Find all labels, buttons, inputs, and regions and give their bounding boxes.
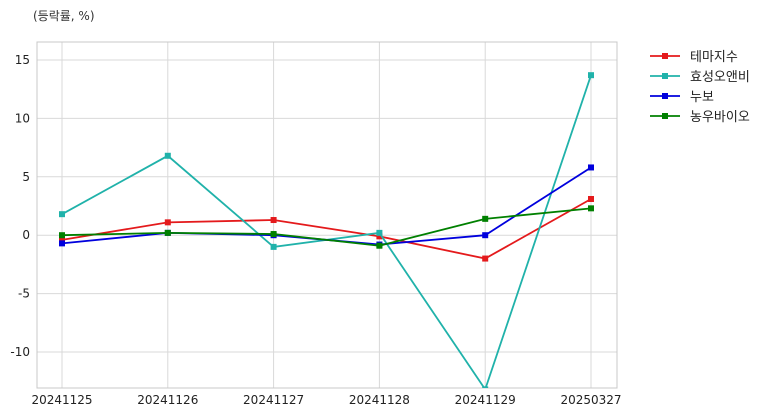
- legend-entry: 효성오앤비: [650, 70, 750, 85]
- legend-label: 효성오앤비: [690, 70, 750, 85]
- legend-entry: 농우바이오: [650, 110, 750, 125]
- data-point: [588, 72, 594, 79]
- data-point: [482, 255, 489, 262]
- legend-marker: [662, 73, 668, 79]
- y-tick-label: -5: [18, 287, 30, 301]
- series-line: [61, 198, 592, 260]
- series-2: [59, 72, 594, 388]
- data-point: [59, 236, 65, 243]
- data-point: [164, 152, 171, 159]
- data-point: [270, 243, 277, 250]
- x-tick-label: 20241129: [455, 393, 516, 407]
- data-point: [482, 386, 489, 388]
- legend-label: 테마지수: [690, 50, 738, 65]
- plot-frame: [36, 41, 618, 389]
- data-point: [59, 211, 65, 218]
- series-layer: [59, 72, 594, 388]
- series-line: [61, 207, 592, 247]
- legend-label: 누보: [690, 90, 714, 105]
- data-point: [482, 215, 489, 222]
- data-point: [164, 229, 171, 236]
- y-tick-label: 5: [22, 170, 30, 184]
- x-tick-label: 20241127: [243, 393, 304, 407]
- legend-marker: [662, 53, 668, 59]
- legend-marker: [662, 93, 668, 99]
- data-point: [59, 240, 65, 247]
- data-point: [164, 219, 171, 226]
- x-tick-label: 20241126: [137, 393, 198, 407]
- data-point: [482, 232, 489, 239]
- series-4: [59, 205, 594, 249]
- y-tick-label: 10: [15, 111, 30, 125]
- x-tick-label: 20241125: [31, 393, 92, 407]
- y-tick-label: 0: [22, 228, 30, 242]
- data-point: [270, 217, 277, 224]
- legend-marker: [662, 113, 668, 119]
- x-tick-label: 20241128: [349, 393, 410, 407]
- series-line: [61, 74, 592, 388]
- data-point: [376, 242, 383, 249]
- unit-label: (등락률, %): [33, 9, 95, 23]
- data-point: [376, 229, 383, 236]
- data-point: [588, 205, 594, 212]
- data-point: [270, 231, 277, 238]
- series-1: [59, 195, 594, 262]
- data-point: [588, 164, 594, 171]
- y-tick-label: 15: [15, 53, 30, 67]
- grid: [37, 42, 617, 388]
- legend-entry: 누보: [650, 90, 714, 105]
- x-tick-label: 20250327: [560, 393, 621, 407]
- data-point: [588, 195, 594, 202]
- y-tick-label: -10: [10, 345, 30, 359]
- axes: 15 10 5 0 -5 -10 20241125 20241126 20241127 20241…: [10, 41, 622, 407]
- data-point: [376, 233, 383, 240]
- data-point: [59, 232, 65, 239]
- legend-entry: 테마지수: [650, 50, 738, 65]
- legend-label: 농우바이오: [690, 110, 750, 125]
